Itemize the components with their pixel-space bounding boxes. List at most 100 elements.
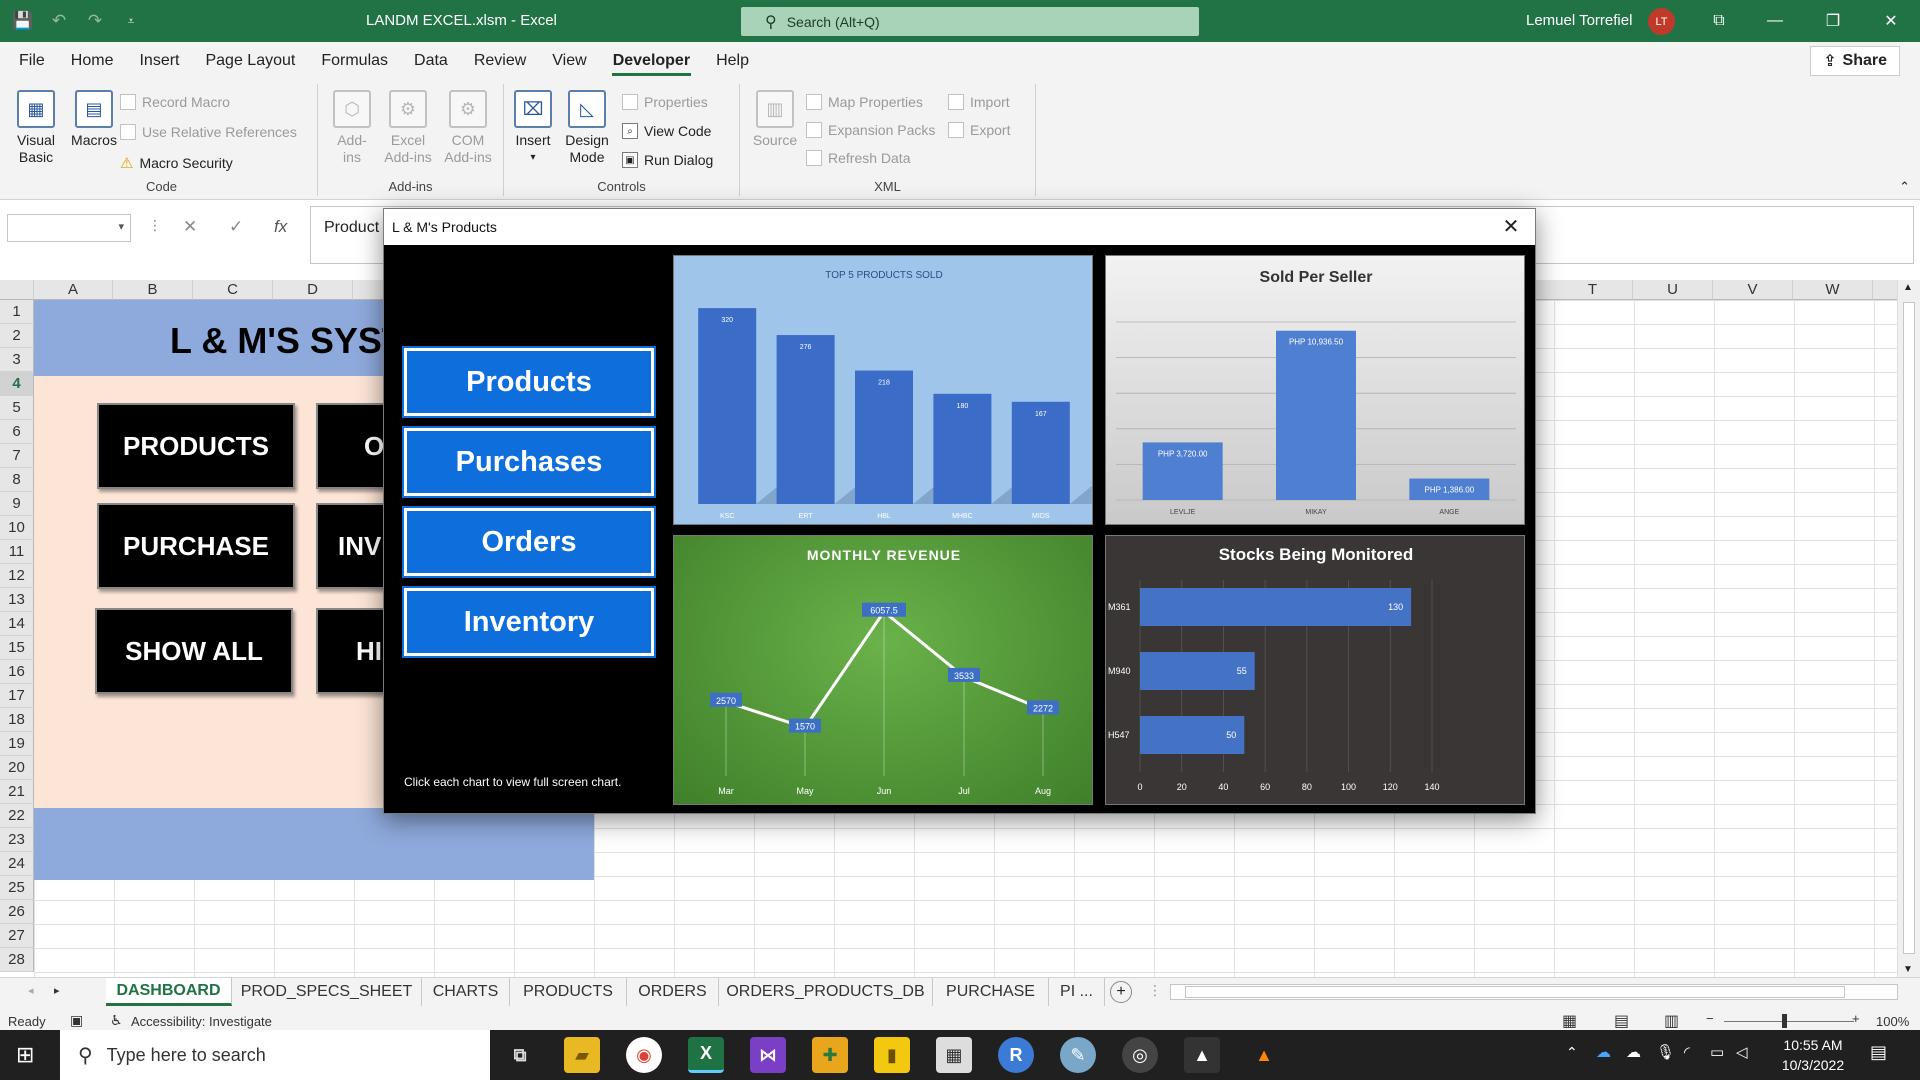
row-header[interactable]: 17 xyxy=(0,684,34,708)
products-button[interactable]: Products xyxy=(402,346,656,418)
tab-developer[interactable]: Developer xyxy=(600,42,703,80)
power-bi-icon[interactable]: ▮ xyxy=(874,1037,910,1073)
excel-addins-button[interactable]: ⚙ Excel Add-ins xyxy=(380,90,436,166)
cancel-icon[interactable]: ✕ xyxy=(183,217,198,236)
row-header[interactable]: 3 xyxy=(0,348,34,372)
undo-icon[interactable]: ↶ xyxy=(51,11,67,30)
run-dialog-button[interactable]: ▣ Run Dialog xyxy=(622,152,713,168)
insert-control-button[interactable]: ⌧ Insert ▾ xyxy=(510,90,556,166)
chrome-icon[interactable]: ◉ xyxy=(626,1037,662,1073)
column-header[interactable]: B xyxy=(113,280,193,300)
add-sheet-icon[interactable]: + xyxy=(1110,981,1132,1003)
column-header[interactable]: U xyxy=(1633,280,1713,300)
column-header[interactable]: W xyxy=(1793,280,1873,300)
row-header[interactable]: 13 xyxy=(0,588,34,612)
redo-icon[interactable]: ↷ xyxy=(87,11,103,30)
scroll-up-icon[interactable]: ▲ xyxy=(1903,282,1913,293)
close-icon[interactable]: ✕ xyxy=(1884,13,1898,30)
sheet-tab-products[interactable]: PRODUCTS xyxy=(510,978,627,1006)
row-header[interactable]: 20 xyxy=(0,756,34,780)
r-icon[interactable]: R xyxy=(998,1037,1034,1073)
sheet-tab-dashboard[interactable]: DASHBOARD xyxy=(106,978,232,1006)
row-header[interactable]: 11 xyxy=(0,540,34,564)
record-macro-button[interactable]: Record Macro xyxy=(120,94,230,110)
select-all-corner[interactable] xyxy=(0,280,34,300)
tab-help[interactable]: Help xyxy=(716,52,749,69)
cloud-sync-icon[interactable]: ☁ xyxy=(1596,1044,1611,1061)
volume-icon[interactable]: ◁ xyxy=(1736,1044,1748,1061)
minimize-icon[interactable]: — xyxy=(1767,12,1783,29)
tab-view[interactable]: View xyxy=(552,52,587,69)
name-box[interactable] xyxy=(7,214,131,242)
row-header[interactable]: 22 xyxy=(0,804,34,828)
export-button[interactable]: Export xyxy=(948,122,1010,138)
row-header[interactable]: 28 xyxy=(0,948,34,972)
com-addins-button[interactable]: ⚙ COM Add-ins xyxy=(440,90,496,166)
restore-icon[interactable]: ❐ xyxy=(1825,13,1841,30)
row-header[interactable]: 24 xyxy=(0,852,34,876)
sheet-tab-purchase[interactable]: PURCHASE xyxy=(933,978,1049,1006)
zoom-in-icon[interactable]: + xyxy=(1852,1011,1860,1026)
onedrive-icon[interactable]: ☁ xyxy=(1626,1044,1641,1061)
accessibility-icon[interactable]: ♿ xyxy=(110,1012,123,1028)
sheet-tab-charts[interactable]: CHARTS xyxy=(422,978,510,1006)
accessibility-status[interactable]: Accessibility: Investigate xyxy=(131,1014,272,1029)
design-mode-button[interactable]: ◺ Design Mode xyxy=(560,90,614,166)
task-view-icon[interactable]: ⧉ xyxy=(513,1044,527,1065)
row-header[interactable]: 18 xyxy=(0,708,34,732)
search-box[interactable]: ⚲ Search (Alt+Q) xyxy=(741,7,1199,36)
sheet-tab-orders-products-db[interactable]: ORDERS_PRODUCTS_DB xyxy=(719,978,933,1006)
map-properties-button[interactable]: Map Properties xyxy=(806,94,923,110)
photos-icon[interactable]: ▲ xyxy=(1184,1037,1220,1073)
zoom-slider[interactable] xyxy=(1724,1021,1854,1022)
row-header[interactable]: 27 xyxy=(0,924,34,948)
row-header[interactable]: 25 xyxy=(0,876,34,900)
monthly-revenue-chart[interactable]: MONTHLY REVENUE 2570 Mar 1570 May 6057.5 Jun 35… xyxy=(673,535,1093,805)
tab-splitter-icon[interactable]: ⋮ xyxy=(1148,982,1162,998)
horizontal-scrollbar-thumb[interactable] xyxy=(1185,986,1845,998)
row-header[interactable]: 23 xyxy=(0,828,34,852)
show-all-button[interactable]: SHOW ALL xyxy=(95,608,293,694)
row-header[interactable]: 26 xyxy=(0,900,34,924)
insert-function-icon[interactable]: fx xyxy=(274,217,288,236)
vlc-icon[interactable]: ▲ xyxy=(1255,1044,1273,1065)
page-layout-view-icon[interactable]: ▤ xyxy=(1614,1013,1630,1030)
use-relative-references-button[interactable]: Use Relative References xyxy=(120,124,297,140)
row-header[interactable]: 8 xyxy=(0,468,34,492)
tab-review[interactable]: Review xyxy=(473,52,527,69)
tab-page-layout[interactable]: Page Layout xyxy=(205,52,296,69)
scroll-tabs-right-icon[interactable]: ▸ xyxy=(54,985,60,997)
horizontal-scrollbar[interactable] xyxy=(1170,984,1898,1000)
stocks-monitored-chart[interactable]: Stocks Being Monitored 0 20 40 60 80 100 120 140… xyxy=(1105,535,1525,805)
zoom-level[interactable]: 100% xyxy=(1876,1014,1910,1029)
paint-icon[interactable]: ✎ xyxy=(1060,1037,1096,1073)
visual-basic-button[interactable]: ▦ Visual Basic xyxy=(10,90,62,166)
enter-icon[interactable]: ✓ xyxy=(229,217,244,236)
dialog-close-icon[interactable]: ✕ xyxy=(1502,216,1520,238)
purchases-button[interactable]: Purchases xyxy=(402,426,656,498)
tab-formulas[interactable]: Formulas xyxy=(321,52,389,69)
microphone-icon[interactable]: 🎙 xyxy=(1656,1044,1676,1061)
row-header[interactable]: 15 xyxy=(0,636,34,660)
row-header[interactable]: 21 xyxy=(0,780,34,804)
row-header[interactable]: 7 xyxy=(0,444,34,468)
purchase-sheet-button[interactable]: PURCHASE xyxy=(97,503,295,589)
top-products-chart[interactable]: TOP 5 PRODUCTS SOLD 320 KSC 276 ERT 218 HBL 180… xyxy=(673,255,1093,525)
wifi-icon[interactable]: ◜ xyxy=(1684,1044,1690,1061)
tab-home[interactable]: Home xyxy=(70,52,114,69)
save-icon[interactable]: 💾 xyxy=(12,11,34,30)
sheet-tab-prod-specs[interactable]: PROD_SPECS_SHEET xyxy=(232,978,422,1006)
refresh-data-button[interactable]: Refresh Data xyxy=(806,150,910,166)
notifications-icon[interactable]: ▤ xyxy=(1870,1042,1888,1062)
row-header[interactable]: 16 xyxy=(0,660,34,684)
tab-file[interactable]: File xyxy=(19,52,45,69)
orders-button[interactable]: Orders xyxy=(402,506,656,578)
row-header[interactable]: 6 xyxy=(0,420,34,444)
row-header[interactable]: 10 xyxy=(0,516,34,540)
sheet-tab-more[interactable]: PI ... xyxy=(1049,978,1105,1006)
vertical-scrollbar[interactable]: ▲ ▼ xyxy=(1897,280,1920,977)
sold-per-seller-chart[interactable]: Sold Per Seller PHP 3,720.00 LEVLJE PHP 10,… xyxy=(1105,255,1525,525)
source-button[interactable]: ▥ Source xyxy=(752,90,798,149)
sheet-tab-orders[interactable]: ORDERS xyxy=(627,978,719,1006)
macro-security-button[interactable]: ⚠ Macro Security xyxy=(120,154,233,172)
